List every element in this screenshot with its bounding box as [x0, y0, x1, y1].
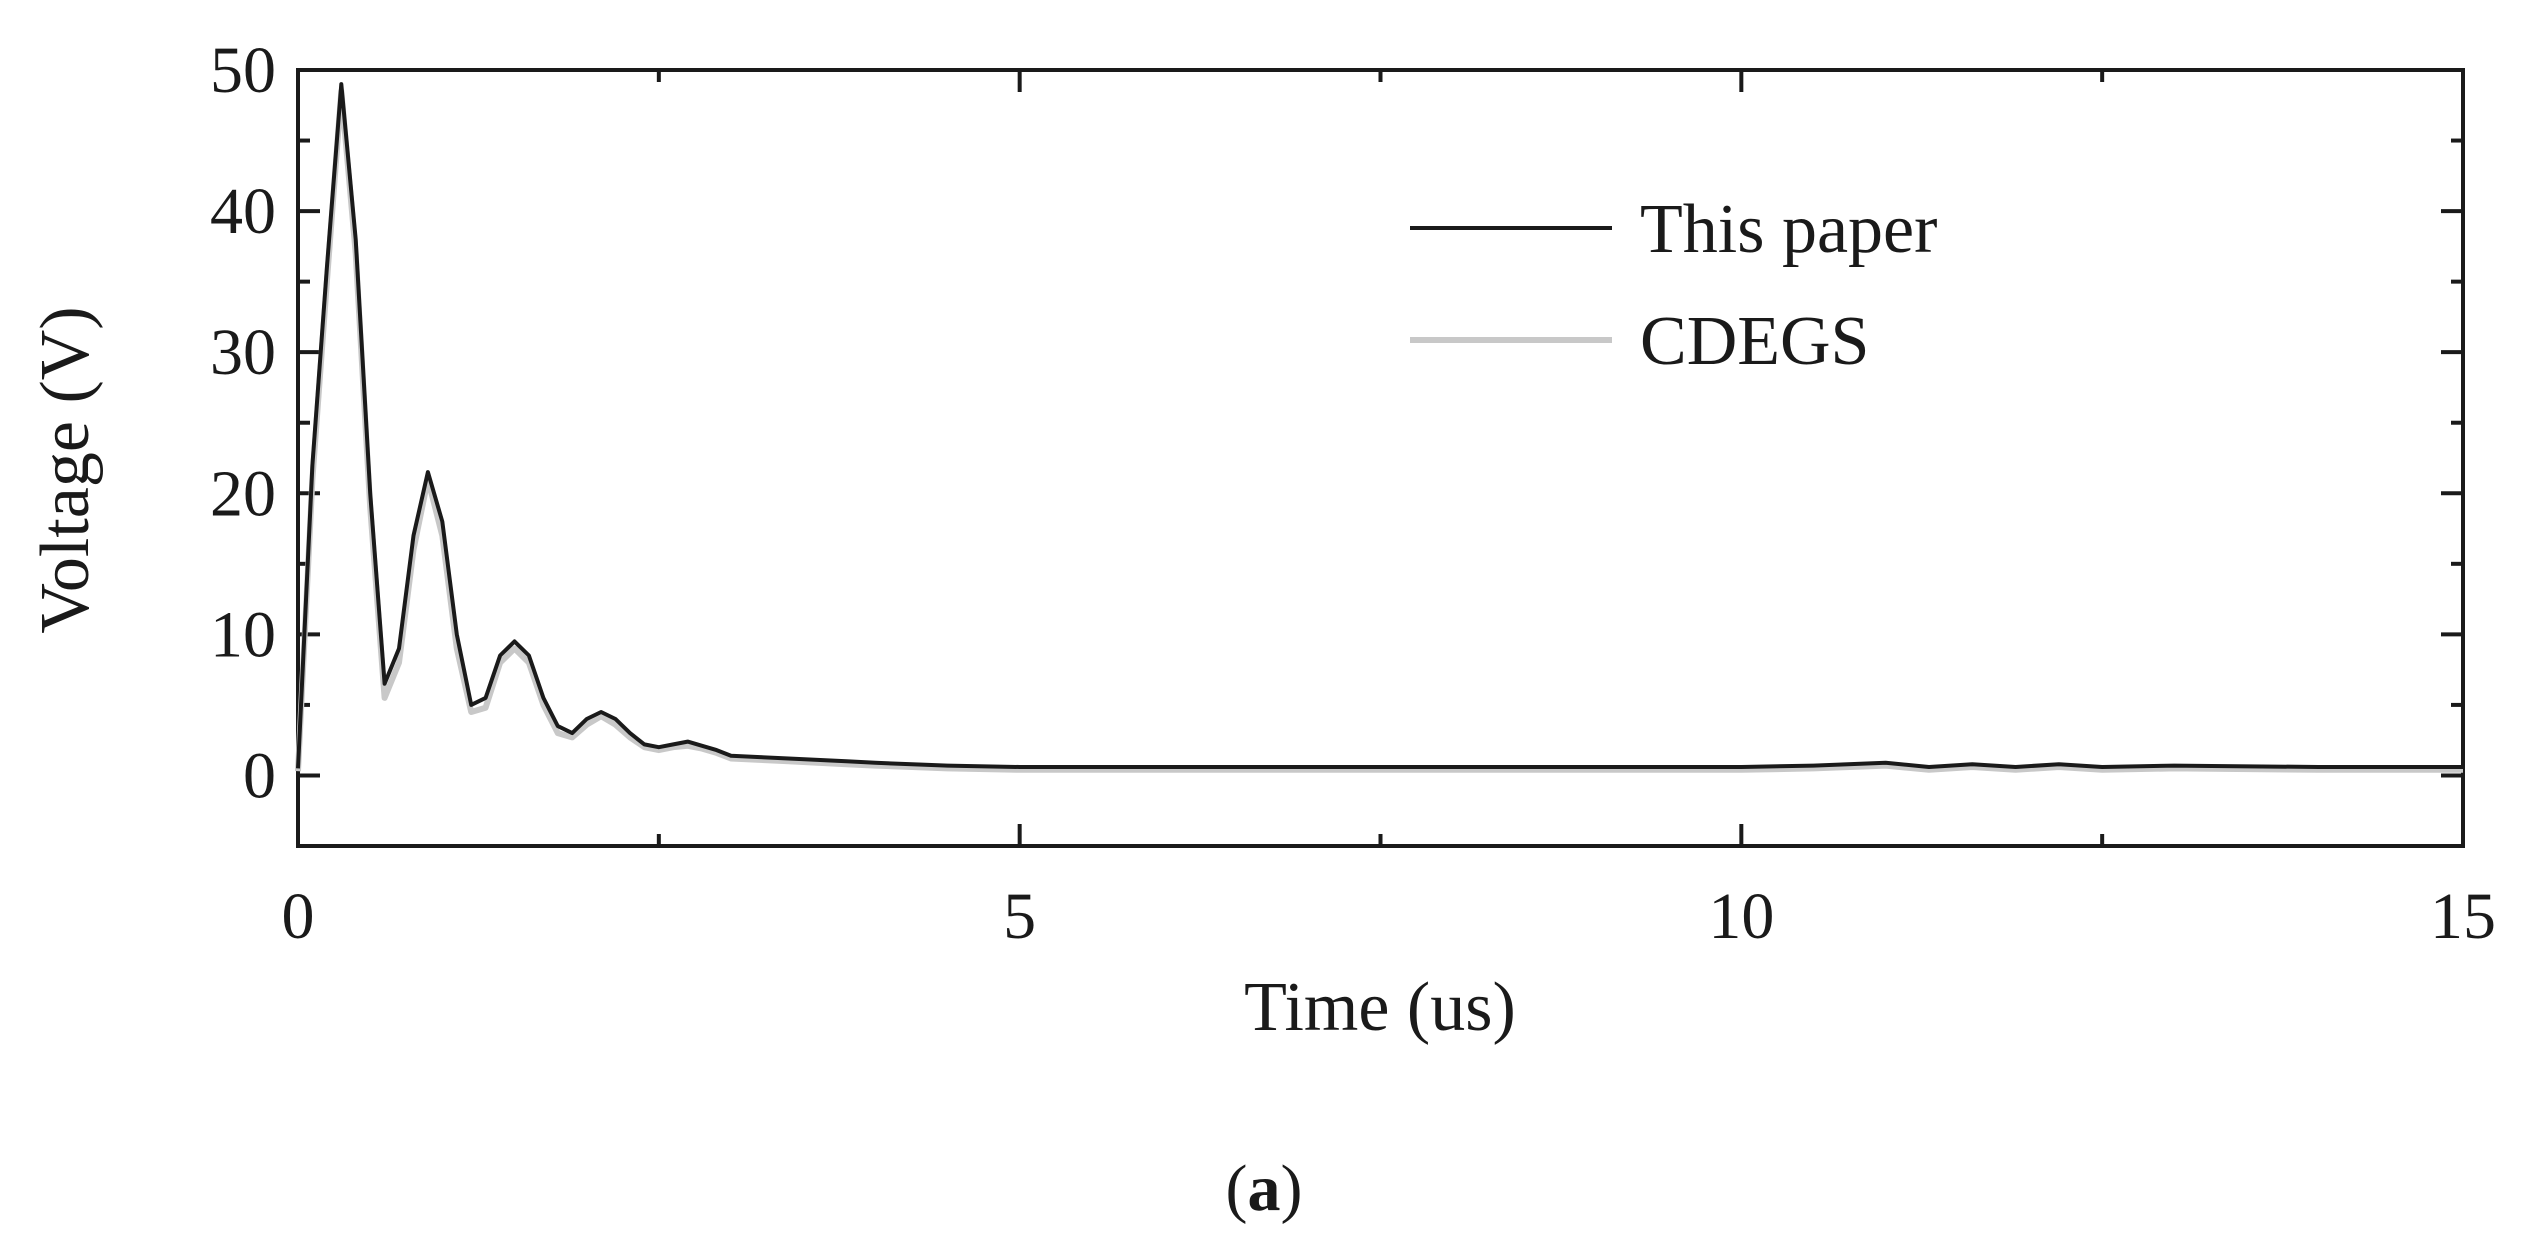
plot-area: 0 5 10 15 0 10 20 30 40 50: [210, 34, 2496, 953]
axis-ticks: [296, 68, 2465, 848]
x-tick-label: 0: [282, 880, 315, 953]
legend: This paper CDEGS: [1410, 191, 1937, 380]
series-line-this-paper: [296, 82, 2463, 769]
x-axis-label: Time (us): [1244, 969, 1516, 1046]
legend-label: CDEGS: [1640, 303, 1869, 380]
y-tick-label: 40: [210, 175, 276, 248]
y-tick-label: 0: [243, 739, 276, 812]
caption-open-paren: (: [1226, 1152, 1248, 1225]
x-tick-label: 5: [1003, 880, 1036, 953]
y-tick-label: 20: [210, 457, 276, 530]
y-tick-label: 30: [210, 316, 276, 389]
y-tick-label: 10: [210, 598, 276, 671]
caption-letter: a: [1248, 1152, 1281, 1225]
caption-close-paren: ): [1281, 1152, 1303, 1225]
y-tick-label: 50: [210, 34, 276, 107]
legend-label: This paper: [1640, 191, 1937, 268]
x-tick-label: 15: [2430, 880, 2496, 953]
series-layer: [295, 82, 2463, 773]
y-axis-label: Voltage (V): [27, 306, 104, 633]
figure-caption: (a): [1226, 1152, 1303, 1225]
series-line-cdegs: [295, 88, 2463, 773]
x-tick-label: 10: [1708, 880, 1774, 953]
tick-labels: 0 5 10 15 0 10 20 30 40 50: [210, 34, 2496, 953]
